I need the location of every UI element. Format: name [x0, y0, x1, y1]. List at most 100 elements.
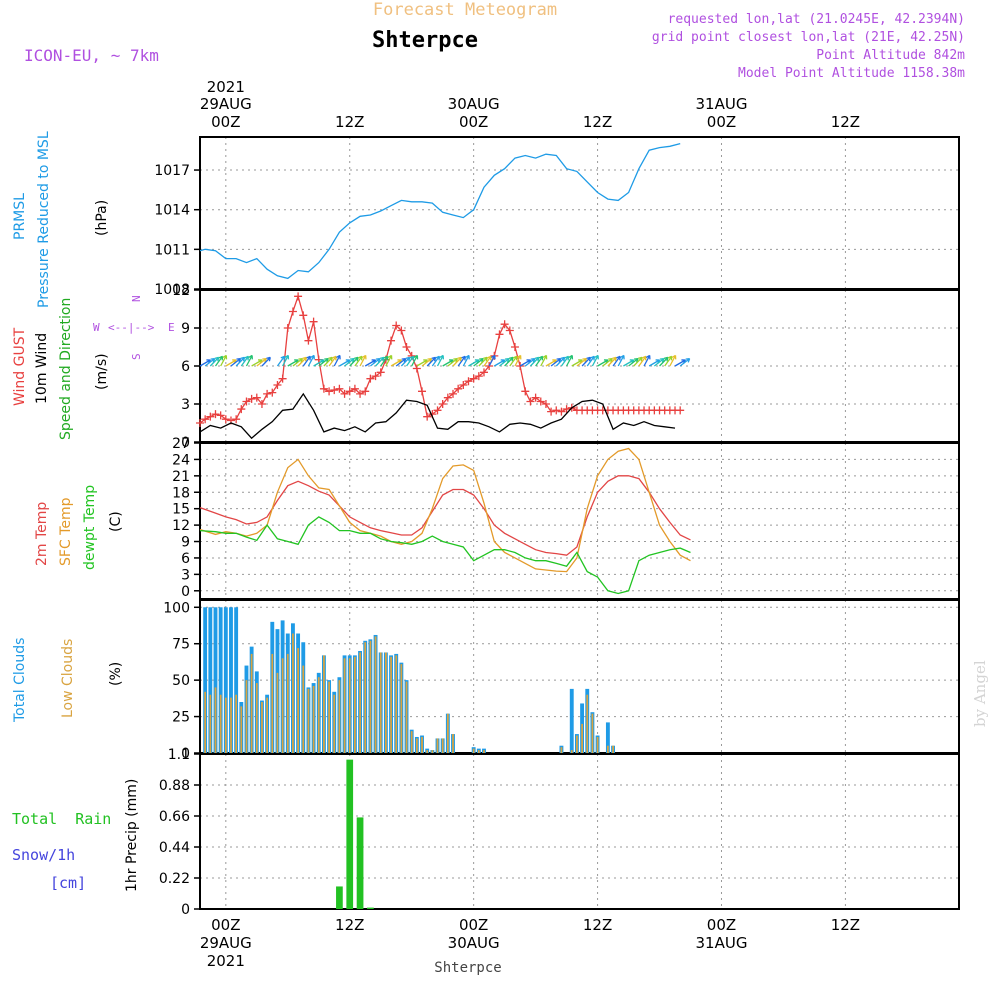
wind-arrow-shaft	[385, 355, 393, 367]
wind-arrow-head	[457, 356, 462, 362]
wind-arrow-shaft	[369, 358, 381, 367]
low-clouds-bar	[369, 640, 372, 753]
wind-arrow-head	[266, 356, 271, 362]
low-clouds-bar	[364, 642, 367, 753]
wind-arrow-shaft	[576, 358, 587, 367]
low-clouds-bar	[307, 688, 310, 753]
temperature-ytick-label: 15	[172, 502, 190, 518]
prmsl-desc-label: Pressure Reduced to MSL	[36, 131, 52, 308]
wind-gust-point	[345, 387, 354, 396]
wind-gust-point	[562, 405, 571, 414]
wind-arrow-head	[530, 357, 536, 363]
wind-arrow-head	[465, 354, 470, 360]
grid-point-coords: grid point closest lon,lat (21E, 42.25N)	[652, 30, 965, 45]
compass-w: W	[93, 321, 100, 334]
wind-gust-point	[676, 406, 685, 415]
wind-direction-arrow	[473, 357, 484, 367]
plot-panels: 1008101110141017036912036912151821242702…	[154, 136, 960, 918]
wind-arrow-shaft	[276, 355, 286, 367]
wind-arrow-shaft	[679, 358, 691, 367]
wind-direction-arrow	[566, 354, 574, 367]
wind-arrow-head	[236, 357, 242, 363]
wind-arrow-head	[336, 354, 341, 360]
low-clouds-bar	[385, 652, 387, 753]
wind-arrow-head	[512, 355, 518, 361]
wind-direction-arrow	[230, 357, 242, 367]
precip-bar	[346, 759, 354, 909]
wind-direction-arrow	[555, 356, 566, 367]
low-clouds-bar	[415, 738, 418, 753]
compass-n: N	[130, 295, 143, 302]
wind-direction-arrow	[462, 354, 470, 367]
low-clouds-bar	[240, 706, 243, 753]
wind-arrow-shaft	[643, 355, 651, 367]
clouds-ytick-label: 75	[172, 637, 190, 653]
wind-direction-arrow	[400, 356, 411, 367]
low-clouds-bar	[436, 738, 439, 753]
wind-direction-arrow	[375, 356, 385, 367]
wind-arrow-head	[244, 355, 250, 361]
wind-dir-label: Speed and Direction	[58, 298, 74, 440]
wind-gust-point	[479, 368, 488, 377]
wind-direction-arrow	[240, 355, 250, 367]
wind-arrow-shaft	[390, 359, 402, 367]
wind-arrow-head	[383, 355, 389, 361]
wind-arrow-shaft	[447, 358, 458, 367]
wind-gust-point	[423, 412, 432, 421]
wind-arrow-head	[222, 354, 228, 360]
low-clouds-bar	[612, 745, 614, 753]
wind-arrow-shaft	[313, 359, 325, 367]
wind-gust-point	[361, 387, 370, 396]
wind-direction-arrow	[540, 354, 548, 367]
wind-gust-point	[221, 415, 230, 424]
wind-arrow-head	[284, 354, 290, 360]
wind-gust-point	[319, 384, 328, 393]
low-clouds-bar	[235, 694, 238, 753]
wind-arrow-head	[214, 356, 220, 362]
wind-gust-point	[335, 384, 344, 393]
wind-gust-point	[356, 389, 365, 398]
wind-panel: 0 3 6 9 12	[172, 283, 960, 451]
wind-arrow-head	[483, 356, 488, 362]
wind-arrow-head	[594, 354, 599, 360]
top-axis-label: 12Z	[583, 113, 612, 131]
wind-arrow-head	[586, 356, 592, 362]
low-clouds-bar	[214, 687, 217, 753]
wind-arrow-head	[620, 354, 625, 360]
wind-direction-arrow	[276, 355, 286, 367]
low-clouds-bar	[224, 697, 227, 753]
wind-direction-arrow	[395, 357, 407, 367]
wind-direction-arrow	[380, 355, 389, 367]
bottom-axis-label: 2021	[207, 952, 245, 970]
wind-direction-arrow	[524, 357, 536, 367]
wind-arrow-shaft	[571, 359, 583, 367]
wind-direction-arrow	[659, 356, 669, 367]
wind-direction-arrow	[307, 354, 315, 367]
total-clouds-bar	[218, 607, 223, 753]
precip-bar	[356, 817, 364, 909]
low-clouds-bar	[302, 665, 305, 753]
wind-direction-arrow	[617, 354, 625, 367]
snow-label: Snow/1h	[12, 846, 75, 864]
wind-arrow-shaft	[359, 355, 367, 367]
low-clouds-bar	[328, 681, 330, 753]
total-clouds-bar	[213, 607, 218, 753]
bottom-axis-label: 31AUG	[696, 934, 748, 952]
wind-gust-point	[521, 387, 530, 396]
total-clouds-bar	[229, 607, 233, 753]
temperature-ytick-label: 21	[172, 469, 190, 485]
low-clouds-bar	[405, 681, 408, 753]
precip-axis-label: 1hr Precip (mm)	[124, 779, 140, 892]
wind-arrow-shaft	[555, 356, 566, 367]
bottom-axis-label: 30AUG	[448, 934, 500, 952]
wind-gust-point	[263, 389, 272, 398]
wind-arrow-shaft	[292, 358, 303, 367]
wind10m-label: 10m Wind	[34, 333, 50, 404]
wind-arrow-head	[248, 354, 253, 360]
wind-direction-arrow	[488, 354, 496, 367]
wind-arrow-shaft	[349, 356, 359, 367]
wind-gust-point	[288, 307, 297, 316]
low-clouds-bar	[338, 680, 341, 753]
low-clouds-bar	[255, 683, 258, 753]
wind-direction-arrow	[669, 354, 677, 367]
